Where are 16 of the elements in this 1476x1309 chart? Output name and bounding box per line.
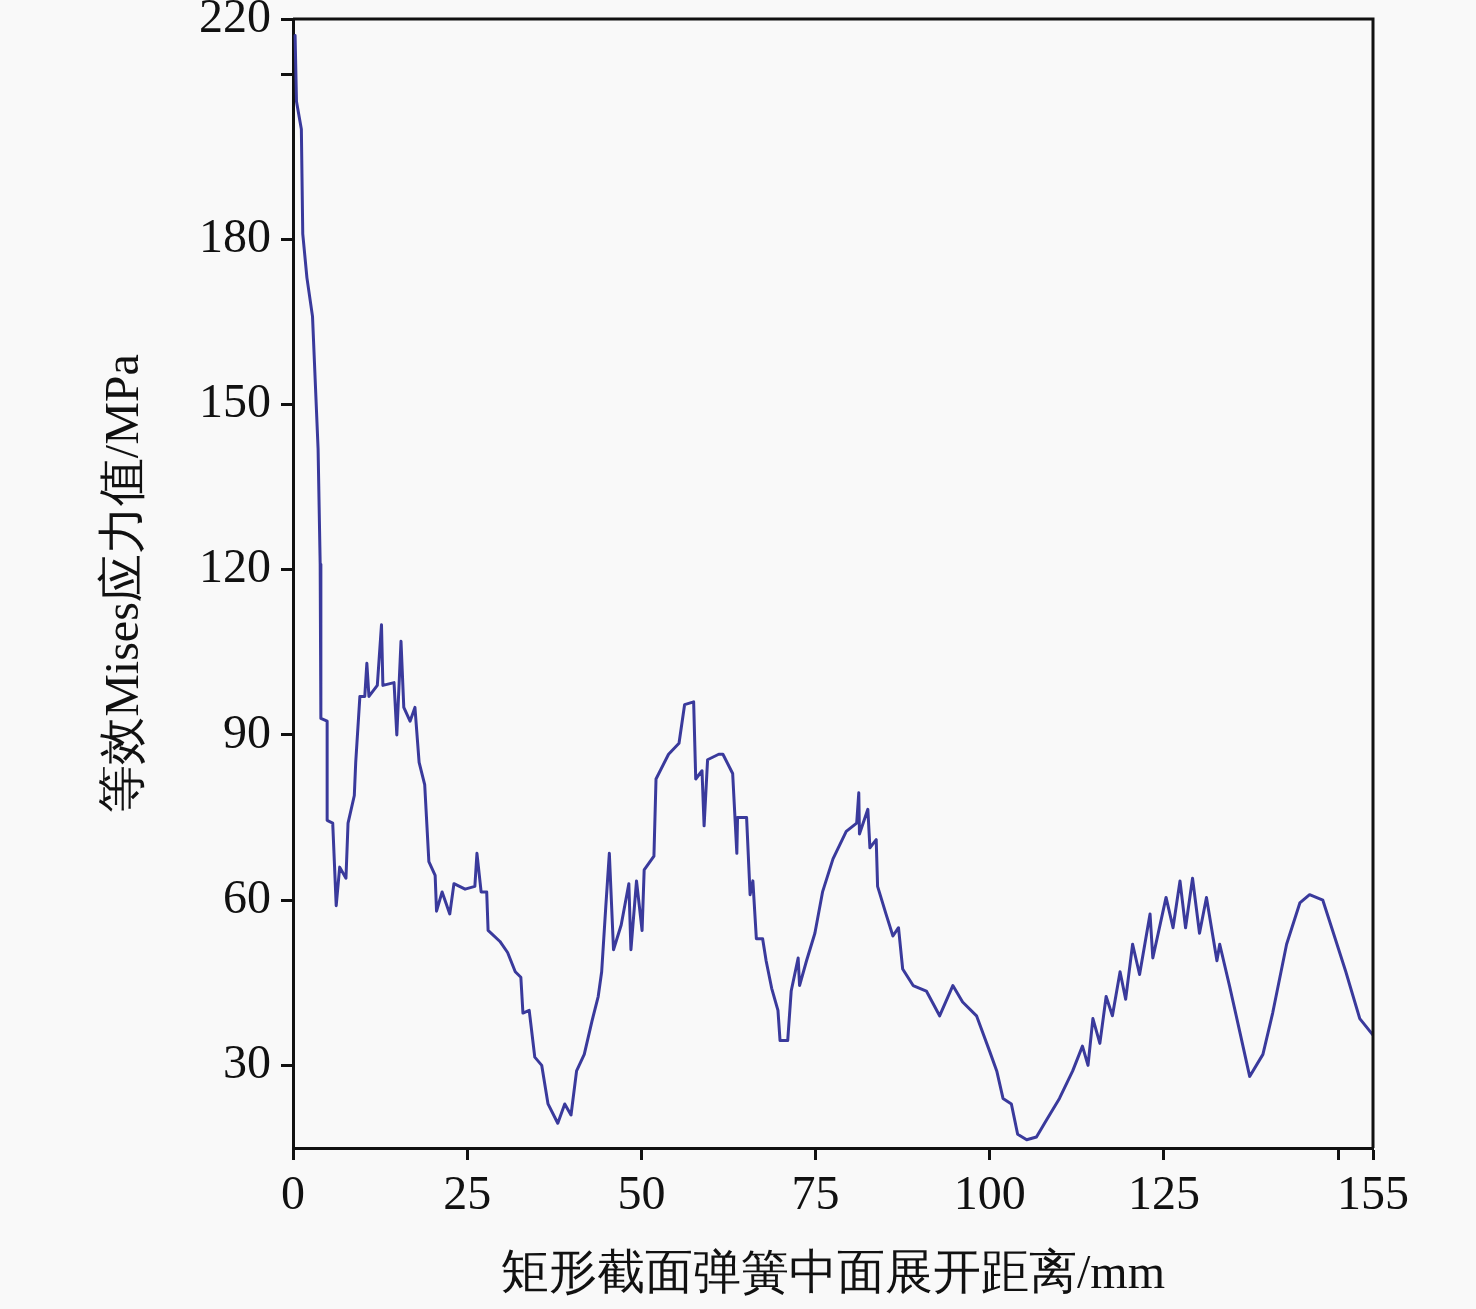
y-tick-label: 90 xyxy=(223,704,271,758)
x-tick-label: 75 xyxy=(791,1165,840,1219)
x-tick-label: 125 xyxy=(1127,1165,1200,1219)
x-tick-label: 0 xyxy=(281,1165,305,1219)
y-tick-label: 150 xyxy=(199,374,271,428)
x-tick-label: 25 xyxy=(443,1165,492,1219)
y-tick-label: 60 xyxy=(223,869,271,923)
y-tick-label: 30 xyxy=(223,1035,271,1088)
y-axis-title: 等效Mises应力值/MPa xyxy=(94,354,148,813)
x-tick-label: 50 xyxy=(617,1165,666,1219)
y-tick-label: 180 xyxy=(199,208,271,262)
x-tick-label: 155 xyxy=(1337,1165,1409,1219)
y-tick-label: 220 xyxy=(199,0,271,42)
x-axis-title: 矩形截面弹簧中面展开距离/mm xyxy=(500,1244,1166,1298)
x-tick-label: 100 xyxy=(953,1165,1026,1219)
y-tick-label: 120 xyxy=(199,539,271,593)
